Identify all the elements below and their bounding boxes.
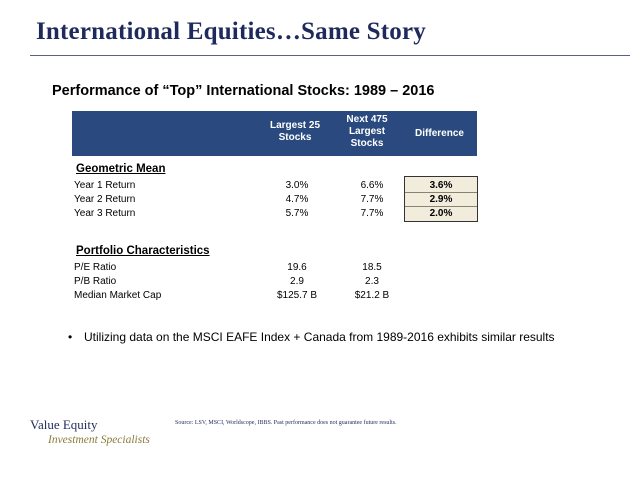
header-difference: Difference <box>402 128 477 140</box>
table-subtitle: Performance of “Top” International Stock… <box>52 83 435 99</box>
difference-value: 2.9% <box>429 194 453 205</box>
next-475-value: 7.7% <box>360 194 384 205</box>
bullet-marker: • <box>68 330 73 344</box>
table-row: P/B Ratio 2.9 2.3 <box>74 276 494 290</box>
table-row: Year 1 Return 3.0% 6.6% <box>74 180 494 194</box>
header-largest-25-text: Largest 25 Stocks <box>269 120 321 143</box>
row-label: Year 3 Return <box>74 208 136 219</box>
table-row: Year 3 Return 5.7% 7.7% <box>74 208 494 222</box>
difference-value: 3.6% <box>429 180 453 191</box>
largest-25-value: 2.9 <box>290 276 304 287</box>
header-next-475: Next 475 Largest Stocks <box>336 114 398 150</box>
bullet-text: Utilizing data on the MSCI EAFE Index + … <box>84 330 555 344</box>
difference-box: 3.6% 2.9% 2.0% <box>404 176 478 222</box>
row-label: Year 1 Return <box>74 180 136 191</box>
largest-25-value: 5.7% <box>285 208 309 219</box>
table-row: Median Market Cap $125.7 B $21.2 B <box>74 290 494 304</box>
logo-tagline: Investment Specialists <box>48 434 150 446</box>
largest-25-value: 19.6 <box>287 262 307 273</box>
difference-value: 2.0% <box>429 208 453 219</box>
header-difference-text: Difference <box>415 128 464 139</box>
title-divider <box>30 55 630 56</box>
largest-25-value: 3.0% <box>285 180 309 191</box>
difference-divider <box>405 206 477 207</box>
header-largest-25: Largest 25 Stocks <box>260 120 330 144</box>
table-header: Largest 25 Stocks Next 475 Largest Stock… <box>72 111 477 156</box>
header-next-475-text: Next 475 Largest Stocks <box>346 114 388 149</box>
next-475-value: 2.3 <box>365 276 379 287</box>
row-label: P/E Ratio <box>74 262 117 273</box>
slide-title: International Equities…Same Story <box>36 18 426 45</box>
row-label: P/B Ratio <box>74 276 117 287</box>
source-note: Source: LSV, MSCI, Worldscope, IBBS. Pas… <box>175 420 397 426</box>
section-geometric-mean: Geometric Mean <box>76 163 166 175</box>
table-row: P/E Ratio 19.6 18.5 <box>74 262 494 276</box>
difference-divider <box>405 192 477 193</box>
next-475-value: $21.2 B <box>354 290 390 301</box>
largest-25-value: 4.7% <box>285 194 309 205</box>
next-475-value: 7.7% <box>360 208 384 219</box>
section-portfolio-characteristics: Portfolio Characteristics <box>76 245 210 257</box>
next-475-value: 6.6% <box>360 180 384 191</box>
table-row: Year 2 Return 4.7% 7.7% <box>74 194 494 208</box>
logo-wordmark: Value Equity <box>30 417 98 432</box>
next-475-value: 18.5 <box>362 262 382 273</box>
largest-25-value: $125.7 B <box>276 290 318 301</box>
row-label: Median Market Cap <box>74 290 162 301</box>
row-label: Year 2 Return <box>74 194 136 205</box>
bullet-point: • Utilizing data on the MSCI EAFE Index +… <box>68 330 555 344</box>
